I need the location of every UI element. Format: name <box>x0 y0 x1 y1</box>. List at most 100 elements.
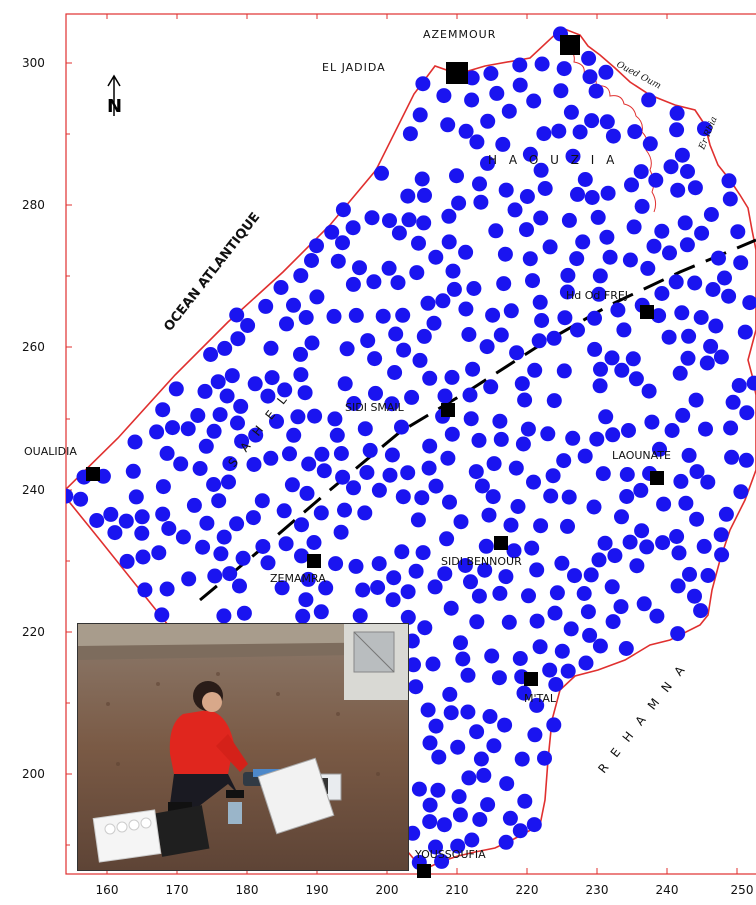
well-point <box>404 389 420 405</box>
well-point <box>426 315 442 331</box>
well-point <box>687 275 703 291</box>
well-point <box>495 136 511 152</box>
well-point <box>534 56 550 72</box>
well-point <box>394 544 410 560</box>
well-point <box>597 535 613 551</box>
well-point <box>614 362 630 378</box>
well-point <box>396 342 412 358</box>
well-point <box>370 580 386 595</box>
well-point <box>582 627 598 643</box>
well-point <box>417 620 433 636</box>
well-point <box>533 210 549 226</box>
well-point <box>409 265 425 281</box>
well-point <box>485 307 501 323</box>
well-point <box>461 327 477 342</box>
well-point <box>699 355 715 371</box>
city-marker-sidi-bennour <box>494 536 508 550</box>
well-point <box>588 83 604 99</box>
x-tick-label: 180 <box>236 883 259 897</box>
well-point <box>298 310 314 325</box>
well-point <box>446 281 462 297</box>
well-point <box>260 555 276 571</box>
well-point <box>422 797 438 813</box>
well-point <box>326 308 342 324</box>
well-point <box>483 379 499 395</box>
well-point <box>512 823 528 839</box>
y-tick-label: 240 <box>22 483 45 497</box>
well-point <box>457 558 473 573</box>
ocean-label: OCEAN ATLANTIQUE <box>161 210 263 335</box>
town-label-sidi-smail: SIDI SMAIL <box>345 401 405 414</box>
well-point <box>595 466 611 482</box>
well-point <box>263 340 279 356</box>
well-point <box>656 496 672 512</box>
well-point <box>496 276 512 292</box>
well-point <box>66 488 74 504</box>
y-tick-label: 280 <box>22 198 45 212</box>
well-point <box>677 215 693 231</box>
well-point <box>443 705 459 721</box>
well-point <box>230 331 246 347</box>
well-point <box>473 751 489 767</box>
well-point <box>137 582 153 598</box>
north-arrow-label: N <box>107 96 122 117</box>
well-point <box>437 388 453 404</box>
well-point <box>264 370 280 386</box>
well-point <box>181 571 197 587</box>
well-point <box>306 535 322 550</box>
well-point <box>476 767 492 783</box>
well-point <box>492 413 508 429</box>
well-point <box>411 235 426 251</box>
well-point <box>420 702 436 718</box>
well-point <box>367 351 383 367</box>
well-point <box>254 493 270 509</box>
well-point <box>186 497 202 513</box>
well-point <box>592 268 608 284</box>
y-tick-label: 300 <box>22 56 45 70</box>
well-point <box>569 251 585 267</box>
well-point <box>333 524 349 540</box>
well-point <box>633 164 649 180</box>
well-point <box>355 582 371 598</box>
y-tick-label: 200 <box>22 767 45 781</box>
y-tick-label: 260 <box>22 340 45 354</box>
well-point <box>375 308 391 324</box>
well-point <box>206 477 222 492</box>
well-point <box>428 478 444 494</box>
well-point <box>560 663 576 679</box>
well-point <box>670 182 686 198</box>
well-point <box>593 361 608 377</box>
well-point <box>313 505 329 521</box>
well-point <box>274 580 290 596</box>
x-tick-label: 250 <box>731 883 754 897</box>
well-point <box>680 164 695 179</box>
well-point <box>697 121 712 137</box>
well-point <box>416 328 432 344</box>
city-marker-azemmour <box>560 35 580 55</box>
well-point <box>362 442 378 458</box>
well-point <box>440 450 456 466</box>
well-point <box>339 341 355 357</box>
well-point <box>335 469 351 485</box>
y-axis-labels: 300 280 260 240 220 200 <box>22 56 45 781</box>
well-point <box>232 578 247 594</box>
well-point <box>694 225 710 241</box>
well-point <box>382 213 397 229</box>
town-label-mtal: M'TAL <box>524 692 557 705</box>
well-point <box>636 596 652 612</box>
well-point <box>575 234 591 250</box>
well-point <box>217 340 233 356</box>
well-point <box>577 448 593 464</box>
well-point <box>705 282 721 297</box>
well-point <box>73 491 89 507</box>
well-point <box>553 83 569 99</box>
well-point <box>526 474 541 490</box>
well-point <box>565 148 581 164</box>
x-tick-label: 160 <box>96 883 119 897</box>
well-point <box>149 424 165 440</box>
well-point <box>290 409 306 425</box>
well-point <box>634 523 650 539</box>
well-point <box>414 490 430 506</box>
well-point <box>230 415 245 431</box>
well-point <box>675 407 691 423</box>
